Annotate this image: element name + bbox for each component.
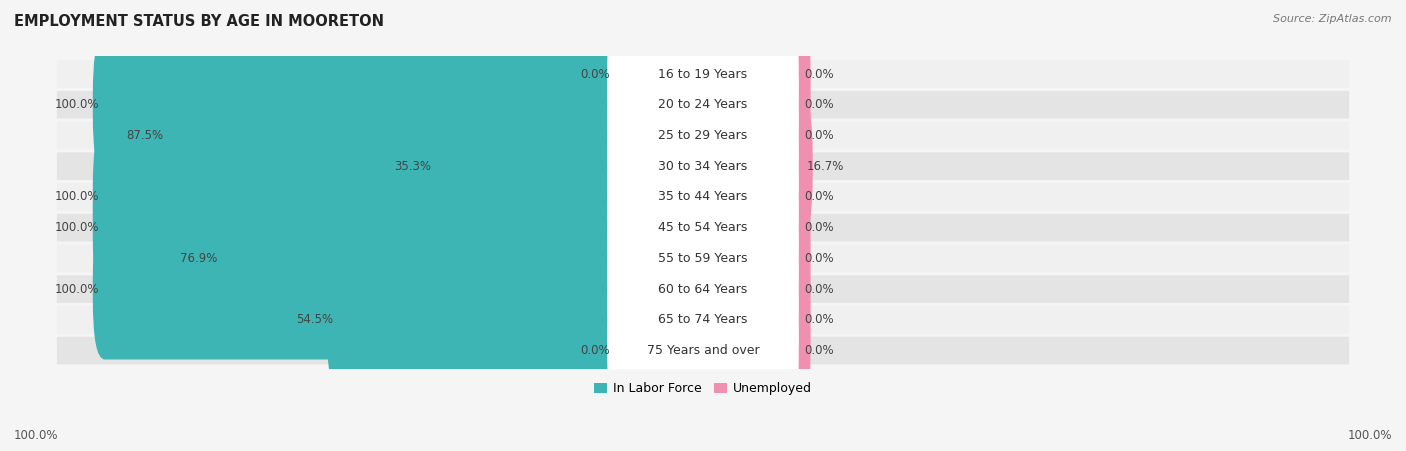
Text: 75 Years and over: 75 Years and over bbox=[647, 344, 759, 357]
FancyBboxPatch shape bbox=[775, 219, 810, 359]
FancyBboxPatch shape bbox=[775, 65, 810, 206]
FancyBboxPatch shape bbox=[607, 249, 799, 390]
Text: 100.0%: 100.0% bbox=[55, 190, 98, 203]
Text: 87.5%: 87.5% bbox=[127, 129, 163, 142]
FancyBboxPatch shape bbox=[775, 34, 810, 175]
FancyBboxPatch shape bbox=[775, 96, 813, 237]
Text: 0.0%: 0.0% bbox=[804, 313, 834, 327]
Text: 0.0%: 0.0% bbox=[804, 344, 834, 357]
Text: EMPLOYMENT STATUS BY AGE IN MOORETON: EMPLOYMENT STATUS BY AGE IN MOORETON bbox=[14, 14, 384, 28]
FancyBboxPatch shape bbox=[426, 96, 631, 237]
Text: 0.0%: 0.0% bbox=[804, 283, 834, 295]
FancyBboxPatch shape bbox=[56, 91, 1350, 119]
FancyBboxPatch shape bbox=[212, 188, 631, 329]
Text: 100.0%: 100.0% bbox=[1347, 429, 1392, 442]
Text: 100.0%: 100.0% bbox=[14, 429, 59, 442]
Text: 45 to 54 Years: 45 to 54 Years bbox=[658, 221, 748, 234]
FancyBboxPatch shape bbox=[775, 249, 810, 390]
Text: 30 to 34 Years: 30 to 34 Years bbox=[658, 160, 748, 173]
FancyBboxPatch shape bbox=[56, 244, 1350, 272]
Text: 100.0%: 100.0% bbox=[55, 283, 98, 295]
FancyBboxPatch shape bbox=[93, 157, 631, 298]
Text: 100.0%: 100.0% bbox=[55, 98, 98, 111]
Text: 20 to 24 Years: 20 to 24 Years bbox=[658, 98, 748, 111]
Text: Source: ZipAtlas.com: Source: ZipAtlas.com bbox=[1274, 14, 1392, 23]
FancyBboxPatch shape bbox=[56, 183, 1350, 211]
FancyBboxPatch shape bbox=[56, 152, 1350, 180]
Text: 25 to 29 Years: 25 to 29 Years bbox=[658, 129, 748, 142]
FancyBboxPatch shape bbox=[607, 280, 799, 421]
Text: 35 to 44 Years: 35 to 44 Years bbox=[658, 190, 748, 203]
FancyBboxPatch shape bbox=[775, 280, 810, 421]
FancyBboxPatch shape bbox=[56, 214, 1350, 241]
Text: 0.0%: 0.0% bbox=[804, 221, 834, 234]
FancyBboxPatch shape bbox=[56, 60, 1350, 88]
FancyBboxPatch shape bbox=[607, 219, 799, 359]
FancyBboxPatch shape bbox=[56, 337, 1350, 364]
FancyBboxPatch shape bbox=[775, 127, 810, 267]
Text: 54.5%: 54.5% bbox=[295, 313, 333, 327]
Text: 0.0%: 0.0% bbox=[804, 129, 834, 142]
Text: 65 to 74 Years: 65 to 74 Years bbox=[658, 313, 748, 327]
Text: 0.0%: 0.0% bbox=[804, 98, 834, 111]
FancyBboxPatch shape bbox=[775, 157, 810, 298]
FancyBboxPatch shape bbox=[93, 127, 631, 267]
FancyBboxPatch shape bbox=[607, 4, 799, 144]
FancyBboxPatch shape bbox=[56, 275, 1350, 303]
FancyBboxPatch shape bbox=[326, 249, 631, 390]
Text: 0.0%: 0.0% bbox=[804, 68, 834, 81]
FancyBboxPatch shape bbox=[607, 65, 799, 206]
FancyBboxPatch shape bbox=[607, 96, 799, 237]
FancyBboxPatch shape bbox=[607, 34, 799, 175]
Text: 16 to 19 Years: 16 to 19 Years bbox=[658, 68, 748, 81]
FancyBboxPatch shape bbox=[157, 65, 631, 206]
Text: 16.7%: 16.7% bbox=[807, 160, 844, 173]
FancyBboxPatch shape bbox=[607, 188, 799, 329]
Text: 55 to 59 Years: 55 to 59 Years bbox=[658, 252, 748, 265]
FancyBboxPatch shape bbox=[775, 188, 810, 329]
FancyBboxPatch shape bbox=[56, 306, 1350, 334]
Text: 0.0%: 0.0% bbox=[581, 344, 610, 357]
Legend: In Labor Force, Unemployed: In Labor Force, Unemployed bbox=[589, 377, 817, 400]
FancyBboxPatch shape bbox=[607, 157, 799, 298]
Text: 0.0%: 0.0% bbox=[804, 190, 834, 203]
Text: 100.0%: 100.0% bbox=[55, 221, 98, 234]
Text: 76.9%: 76.9% bbox=[180, 252, 218, 265]
FancyBboxPatch shape bbox=[93, 34, 631, 175]
Text: 35.3%: 35.3% bbox=[395, 160, 432, 173]
FancyBboxPatch shape bbox=[775, 4, 810, 144]
Text: 0.0%: 0.0% bbox=[581, 68, 610, 81]
FancyBboxPatch shape bbox=[56, 122, 1350, 149]
Text: 60 to 64 Years: 60 to 64 Years bbox=[658, 283, 748, 295]
Text: 0.0%: 0.0% bbox=[804, 252, 834, 265]
FancyBboxPatch shape bbox=[93, 219, 631, 359]
FancyBboxPatch shape bbox=[607, 127, 799, 267]
